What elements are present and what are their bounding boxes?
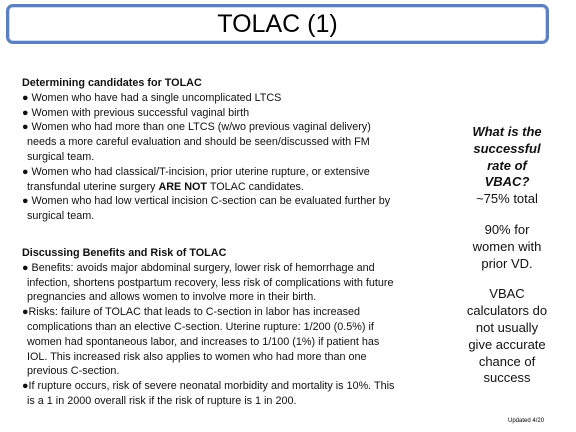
- question-line: VBAC?: [484, 174, 530, 190]
- bullet-line: is a 1 in 2000 overall risk if the risk …: [27, 394, 297, 407]
- bullet-line: ● Women who have had a single uncomplica…: [22, 91, 282, 104]
- slide-title: TOLAC (1): [217, 9, 338, 38]
- note-line: not usually: [475, 319, 539, 335]
- bullet-line: women had spontaneous labor, and increas…: [27, 335, 380, 348]
- bullet-text: transfundal uterine surgery: [27, 180, 159, 193]
- note-line: 90% for: [484, 221, 530, 237]
- bullet-line: ● Benefits: avoids major abdominal surge…: [22, 261, 375, 274]
- bullet-line: ● Women who had low vertical incision C-…: [22, 195, 391, 208]
- answer-total: ~75% total: [476, 191, 538, 207]
- bullet-line: ● Women who had more than one LTCS (w/wo…: [22, 121, 371, 134]
- bullet-line: complications than an elective C-section…: [27, 320, 374, 333]
- bullet-line: needs a more careful evaluation and shou…: [27, 136, 370, 149]
- vbac-sidebar: What is the successful rate of VBAC? ~75…: [446, 124, 568, 401]
- note-line: women with: [472, 238, 542, 254]
- section-heading-candidates: Determining candidates for TOLAC: [22, 77, 202, 89]
- bullet-line: surgical team.: [27, 210, 95, 223]
- bullet-line: ●Risks: failure of TOLAC that leads to C…: [22, 306, 360, 319]
- question-line: successful: [473, 140, 541, 156]
- bullet-line: ● Women who had classical/T-incision, pr…: [22, 165, 370, 178]
- title-box: TOLAC (1): [6, 4, 549, 44]
- section-heading-benefits-risks: Discussing Benefits and Risk of TOLAC: [22, 246, 227, 259]
- note-line: prior VD.: [481, 255, 533, 271]
- bullet-line: previous C-section.: [27, 365, 120, 378]
- note-line: calculators do: [466, 303, 548, 319]
- bullet-line: infection, shortens postpartum recovery,…: [27, 276, 394, 289]
- bullet-line: ● Women with previous successful vaginal…: [22, 106, 250, 119]
- bullet-line: surgical team.: [27, 150, 95, 163]
- bullet-line: pregnancies and allows women to involve …: [27, 291, 317, 304]
- prior-vd-note: 90% for women with prior VD.: [446, 222, 568, 272]
- bullet-line: IOL. This increased risk also applies to…: [27, 350, 367, 363]
- note-line: VBAC: [489, 286, 525, 302]
- updated-footer: Updated 4/20: [508, 418, 545, 424]
- bullet-line: transfundal uterine surgery ARE NOT TOLA…: [22, 180, 442, 195]
- question-line: rate of: [487, 157, 527, 173]
- question-line: What is the: [472, 124, 542, 139]
- vbac-question: What is the successful rate of VBAC? ~75…: [446, 124, 568, 208]
- emphasis-not: ARE NOT: [158, 180, 208, 193]
- note-line: success: [483, 370, 531, 386]
- bullet-line: ●If rupture occurs, risk of severe neona…: [22, 380, 395, 393]
- note-line: give accurate: [468, 336, 546, 352]
- calculator-note: VBAC calculators do not usually give acc…: [446, 286, 568, 387]
- note-line: chance of: [478, 353, 536, 369]
- bullet-text: TOLAC candidates.: [207, 180, 304, 193]
- main-text: Determining candidates for TOLAC ● Women…: [22, 76, 442, 409]
